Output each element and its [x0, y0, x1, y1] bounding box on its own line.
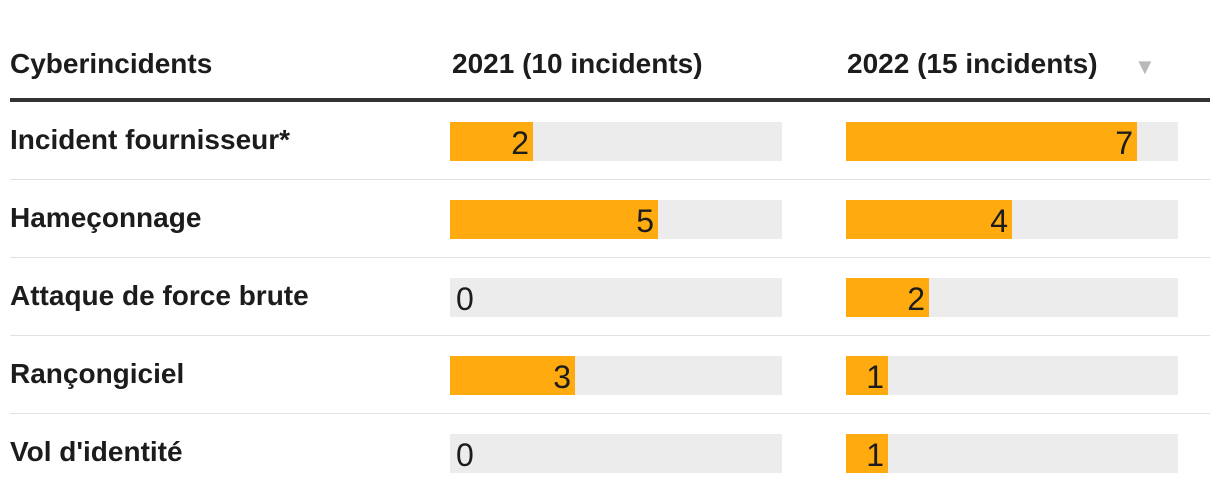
value-label-2021: 0 — [456, 437, 474, 473]
bar-2022 — [846, 122, 1137, 161]
row-label: Vol d'identité — [10, 436, 183, 467]
table-header: Cyberincidents 2021 (10 incidents) 2022 … — [10, 28, 1210, 102]
bar-track-2022: 1 — [846, 434, 1178, 473]
value-label-2022: 2 — [907, 281, 925, 317]
table-body: Incident fournisseur* 2 7 Hameçonnage 5 4 Atta… — [10, 102, 1210, 491]
value-label-2022: 1 — [866, 437, 884, 473]
value-label-2021: 0 — [456, 281, 474, 317]
bar-track-2022: 4 — [846, 200, 1178, 239]
bar-track-2022: 7 — [846, 122, 1178, 161]
row-label: Rançongiciel — [10, 358, 185, 389]
table-row: Incident fournisseur* 2 7 — [10, 102, 1210, 180]
header-cyberincidents[interactable]: Cyberincidents — [10, 48, 213, 79]
incidents-table: Cyberincidents 2021 (10 incidents) 2022 … — [10, 28, 1210, 491]
bar-2022 — [846, 356, 888, 395]
bar-2021 — [450, 122, 533, 161]
value-label-2022: 1 — [866, 359, 884, 395]
bar-track-2021: 0 — [450, 434, 782, 473]
header-2021[interactable]: 2021 (10 incidents) — [452, 48, 703, 79]
header-2022[interactable]: 2022 (15 incidents) — [847, 48, 1098, 79]
bar-2021 — [450, 200, 658, 239]
value-label-2022: 4 — [990, 203, 1008, 239]
value-label-2022: 7 — [1115, 125, 1133, 161]
bar-track-2021: 2 — [450, 122, 782, 161]
bar-2021 — [450, 356, 575, 395]
bar-2022 — [846, 278, 929, 317]
value-label-2021: 3 — [553, 359, 571, 395]
row-label: Hameçonnage — [10, 202, 202, 233]
bar-track-2021: 0 — [450, 278, 782, 317]
sort-down-icon[interactable]: ▼ — [1134, 54, 1156, 79]
row-label: Attaque de force brute — [10, 280, 309, 311]
table-row: Vol d'identité 0 1 — [10, 414, 1210, 491]
bar-2022 — [846, 434, 888, 473]
row-label: Incident fournisseur* — [10, 124, 291, 155]
table-row: Attaque de force brute 0 2 — [10, 258, 1210, 336]
bar-track-2021: 3 — [450, 356, 782, 395]
table-row: Rançongiciel 3 1 — [10, 336, 1210, 414]
bar-track-2022: 1 — [846, 356, 1178, 395]
table-row: Hameçonnage 5 4 — [10, 180, 1210, 258]
value-label-2021: 2 — [511, 125, 529, 161]
value-label-2021: 5 — [636, 203, 654, 239]
bar-track-2021: 5 — [450, 200, 782, 239]
bar-track-2022: 2 — [846, 278, 1178, 317]
bar-2022 — [846, 200, 1012, 239]
